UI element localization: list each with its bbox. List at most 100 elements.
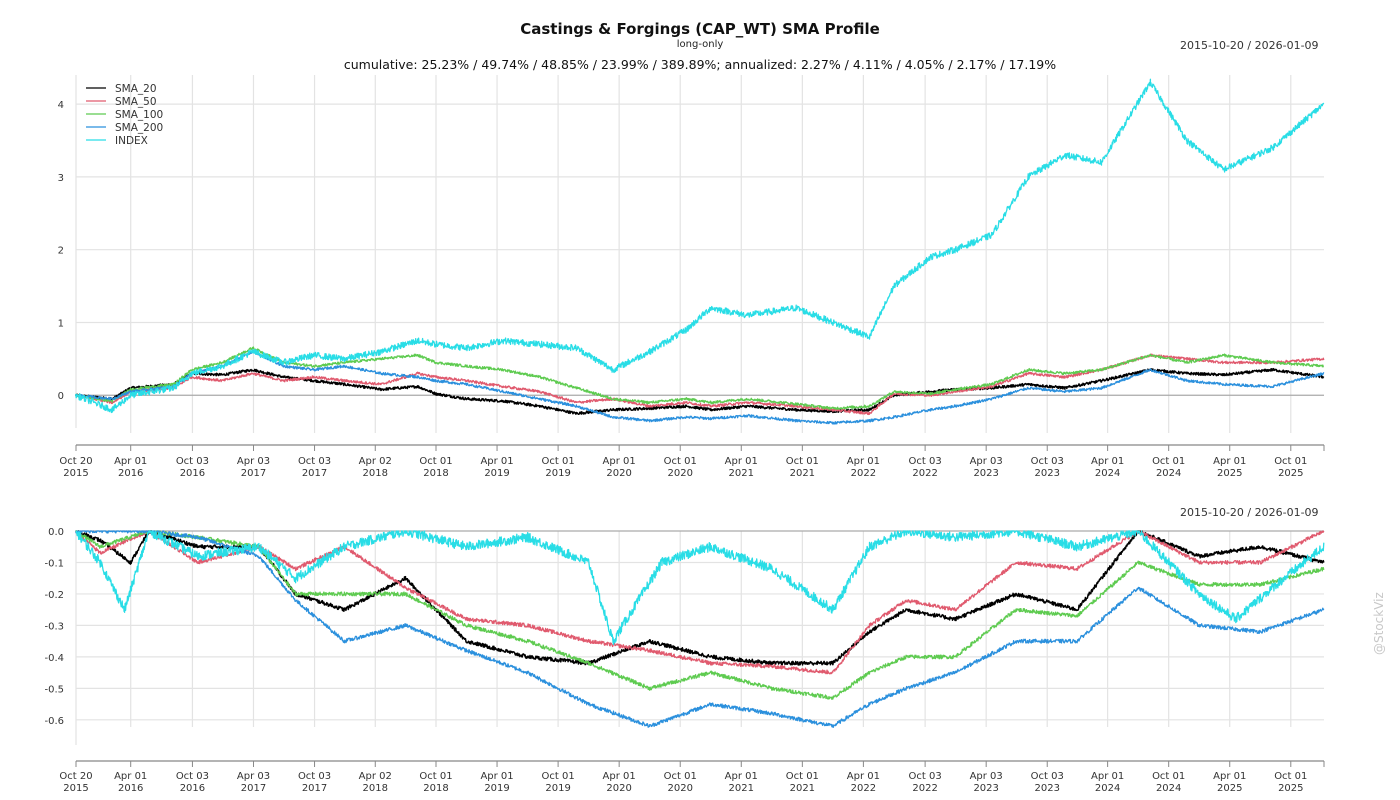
x-tick-label: Apr 03 — [970, 771, 1003, 782]
legend-label: SMA_100 — [115, 109, 163, 121]
x-tick-label-year: 2021 — [790, 783, 815, 794]
series-line-index — [75, 530, 1325, 646]
x-tick-label: Apr 01 — [480, 771, 513, 782]
x-tick-label: Oct 03 — [909, 771, 942, 782]
x-tick-label-year: 2025 — [1278, 468, 1303, 479]
x-tick-label: Oct 03 — [1031, 771, 1064, 782]
series-line-sma_50 — [75, 353, 1325, 416]
x-tick-label: Oct 20 — [59, 456, 92, 467]
x-tick-label: Oct 01 — [786, 771, 819, 782]
x-tick-label: Oct 03 — [909, 456, 942, 467]
legend-label: INDEX — [115, 135, 148, 147]
x-tick-label: Oct 03 — [176, 456, 209, 467]
x-tick-label: Oct 01 — [664, 771, 697, 782]
x-tick-label: Apr 01 — [114, 771, 147, 782]
returns-panel: 0 1 2 3 4 — [58, 75, 1325, 433]
y-tick-label: 3 — [58, 173, 64, 184]
x-tick-label-year: 2023 — [1035, 468, 1060, 479]
x-tick-label: Oct 03 — [298, 771, 331, 782]
stats-line: cumulative: 25.23% / 49.74% / 48.85% / 2… — [343, 57, 1057, 72]
chart-subtitle: long-only — [676, 39, 724, 50]
x-tick-label-year: 2018 — [363, 468, 388, 479]
x-tick-label-year: 2020 — [667, 468, 692, 479]
y-tick-label: 0.0 — [48, 527, 64, 538]
x-tick-label-year: 2025 — [1217, 468, 1242, 479]
x-tick-label: Apr 02 — [359, 771, 392, 782]
x-tick-label: Oct 03 — [176, 771, 209, 782]
x-tick-label: Oct 03 — [1031, 456, 1064, 467]
x-tick-label-year: 2022 — [851, 468, 876, 479]
y-tick-label: -0.5 — [44, 684, 64, 695]
x-tick-label-year: 2016 — [180, 783, 205, 794]
x-tick-label-year: 2015 — [63, 783, 88, 794]
y-tick-label: -0.3 — [44, 621, 64, 632]
x-tick-label-year: 2023 — [1035, 783, 1060, 794]
x-tick-label-year: 2020 — [606, 783, 631, 794]
x-tick-label: Oct 03 — [298, 456, 331, 467]
x-tick-label-year: 2019 — [545, 468, 570, 479]
y-tick-label: 2 — [58, 246, 64, 257]
x-tick-label: Apr 03 — [237, 771, 270, 782]
date-range-top: 2015-10-20 / 2026-01-09 — [1180, 39, 1319, 52]
x-tick-label-year: 2019 — [484, 783, 509, 794]
date-range-bottom: 2015-10-20 / 2026-01-09 — [1180, 506, 1319, 519]
x-tick-label-year: 2020 — [667, 783, 692, 794]
legend-label: SMA_50 — [115, 96, 157, 108]
x-tick-label: Oct 01 — [1152, 456, 1185, 467]
x-tick-label: Apr 01 — [603, 456, 636, 467]
x-tick-label-year: 2017 — [302, 783, 327, 794]
x-tick-label: Oct 01 — [1274, 456, 1307, 467]
x-tick-label-year: 2018 — [363, 783, 388, 794]
series-line-sma_200 — [75, 349, 1325, 425]
x-tick-label-year: 2019 — [484, 468, 509, 479]
x-tick-label-year: 2021 — [790, 468, 815, 479]
x-tick-label-year: 2024 — [1095, 783, 1120, 794]
x-tick-label-year: 2016 — [118, 468, 143, 479]
x-tick-label-year: 2021 — [729, 783, 754, 794]
x-tick-label-year: 2022 — [851, 783, 876, 794]
y-tick-label: -0.1 — [44, 558, 64, 569]
x-tick-label-year: 2023 — [973, 468, 998, 479]
x-tick-label: Apr 01 — [1091, 771, 1124, 782]
legend-label: SMA_200 — [115, 122, 163, 134]
drawdown-panel: 0.0 -0.1 -0.2 -0.3 -0.4 -0.5 -0.6 — [44, 527, 1325, 745]
legend-label: SMA_20 — [115, 83, 157, 95]
series-line-sma_100 — [75, 530, 1325, 700]
y-tick-label: -0.4 — [44, 653, 64, 664]
x-tick-label-year: 2025 — [1278, 783, 1303, 794]
x-tick-label-year: 2017 — [241, 783, 266, 794]
x-tick-label-year: 2024 — [1095, 468, 1120, 479]
x-tick-label: Apr 01 — [725, 456, 758, 467]
x-tick-label: Apr 01 — [114, 456, 147, 467]
series-line-sma_50 — [75, 530, 1325, 675]
x-tick-label-year: 2018 — [423, 468, 448, 479]
x-tick-label-year: 2015 — [63, 468, 88, 479]
y-tick-label: 1 — [58, 318, 64, 329]
x-tick-label: Oct 01 — [664, 456, 697, 467]
x-tick-label: Oct 01 — [1152, 771, 1185, 782]
x-tick-label-year: 2025 — [1217, 783, 1242, 794]
x-tick-label: Oct 01 — [542, 771, 575, 782]
x-tick-label-year: 2017 — [302, 468, 327, 479]
x-tick-label: Oct 01 — [1274, 771, 1307, 782]
x-tick-label: Apr 01 — [1091, 456, 1124, 467]
x-tick-label-year: 2022 — [912, 468, 937, 479]
x-tick-label-year: 2021 — [729, 468, 754, 479]
x-tick-label-year: 2024 — [1156, 783, 1181, 794]
x-tick-label: Apr 01 — [1213, 456, 1246, 467]
y-tick-label: -0.2 — [44, 590, 64, 601]
x-tick-label-year: 2023 — [973, 783, 998, 794]
chart-title: Castings & Forgings (CAP_WT) SMA Profile — [520, 20, 880, 38]
x-tick-label: Apr 03 — [970, 456, 1003, 467]
x-tick-label: Oct 01 — [419, 456, 452, 467]
x-tick-label: Apr 01 — [480, 456, 513, 467]
x-tick-label-year: 2018 — [423, 783, 448, 794]
x-tick-label-year: 2016 — [180, 468, 205, 479]
series-line-sma_20 — [75, 367, 1325, 415]
x-tick-label: Apr 01 — [847, 456, 880, 467]
x-tick-label: Oct 01 — [419, 771, 452, 782]
y-tick-label: 0 — [58, 391, 64, 402]
